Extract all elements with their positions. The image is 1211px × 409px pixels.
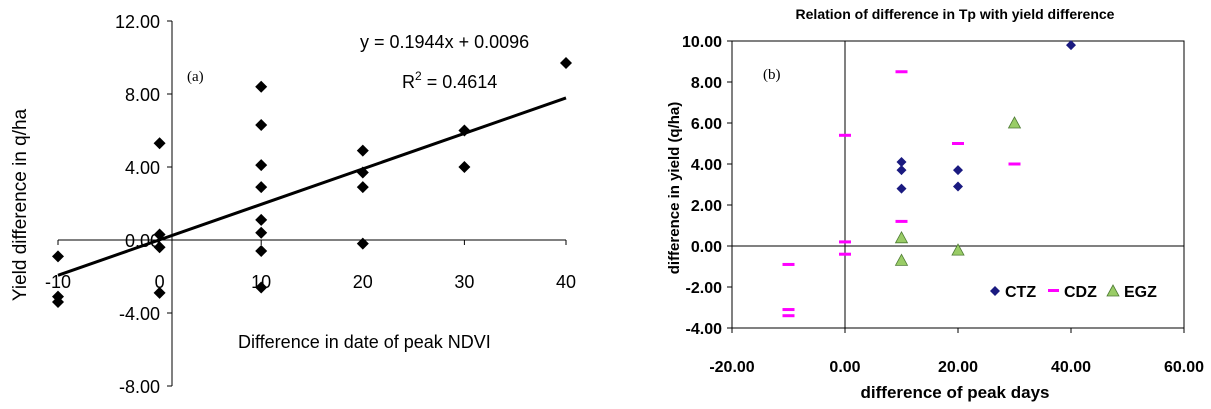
chart-b-point-cdz — [839, 133, 851, 137]
chart-b-y-ticks: -4.00 -2.00 0.00 2.00 4.00 6.00 8.00 10.00 — [682, 34, 732, 338]
chart-a-y-tick-label: -4.00 — [119, 304, 160, 324]
chart-b: Relation of difference in Tp with yield … — [666, 6, 1204, 402]
chart-b-y-tick-label: -4.00 — [686, 321, 723, 338]
chart-b-x-ticks: -20.00 0.00 20.00 40.00 60.00 — [709, 328, 1204, 376]
chart-a-point — [255, 281, 268, 294]
legend-cdz-marker — [1048, 289, 1059, 292]
chart-b-point-ctz — [953, 181, 963, 192]
chart-a-y-tick-label: -8.00 — [119, 377, 160, 397]
chart-a-point — [356, 181, 369, 194]
legend-ctz-marker — [990, 286, 1000, 296]
chart-b-y-tick-label: 8.00 — [691, 75, 722, 92]
chart-b-point-cdz — [839, 240, 851, 244]
chart-b-point-cdz — [895, 219, 908, 223]
chart-a-r2-prefix: R — [402, 72, 415, 92]
chart-a-point — [255, 213, 268, 226]
legend-egz-marker — [1106, 284, 1120, 297]
chart-a-point — [255, 226, 268, 239]
chart-a-point — [255, 80, 268, 93]
chart-b-title: Relation of difference in Tp with yield … — [796, 6, 1115, 22]
chart-b-point-egz — [951, 243, 965, 256]
chart-a-r2-sup: 2 — [415, 69, 422, 83]
chart-b-panel-label: (b) — [763, 67, 781, 83]
chart-a-y-tick-label: 8.00 — [125, 85, 160, 105]
chart-b-y-tick-label: -2.00 — [686, 280, 723, 297]
chart-a-point — [255, 181, 268, 194]
chart-a-equation: y = 0.1944x + 0.0096 — [360, 32, 529, 52]
chart-b-x-tick-label: 40.00 — [1051, 359, 1091, 376]
chart-a-point — [52, 250, 64, 263]
chart-b-y-tick-label: 4.00 — [691, 157, 722, 174]
chart-b-point-ctz — [896, 156, 907, 167]
chart-b-point-egz — [894, 230, 909, 244]
chart-a-point — [560, 56, 572, 69]
chart-a-point — [255, 244, 268, 257]
chart-b-x-tick-label: -20.00 — [709, 359, 754, 376]
chart-b-point-cdz — [782, 262, 795, 266]
chart-a-y-tick-label: 12.00 — [115, 12, 160, 32]
chart-a-point — [255, 119, 268, 132]
chart-a-r2-rest: = 0.4614 — [422, 72, 498, 92]
chart-a-x-tick-label: -10 — [45, 272, 71, 292]
chart-a-point — [356, 237, 369, 250]
chart-a-x-tick-label: 0 — [155, 272, 165, 292]
chart-b-point-cdz — [839, 252, 851, 256]
chart-b-point-cdz — [782, 314, 795, 318]
chart-b-x-tick-label: 20.00 — [938, 359, 978, 376]
chart-b-y-label: difference in yield (q/ha) — [666, 102, 683, 275]
chart-b-point-cdz — [782, 308, 795, 312]
chart-a-x-tick-label: 30 — [454, 272, 474, 292]
chart-a-point — [356, 166, 369, 179]
chart-a-point — [255, 159, 268, 172]
chart-a-r-squared: R2 = 0.4614 — [402, 69, 497, 92]
chart-a-point — [356, 144, 369, 157]
chart-a-point — [458, 124, 471, 137]
chart-b-point-egz — [894, 253, 909, 266]
chart-a-x-tick-label: 40 — [556, 272, 576, 292]
chart-b-y-tick-label: 10.00 — [682, 34, 722, 51]
chart-b-point-ctz — [896, 165, 907, 176]
chart-a-point — [153, 241, 166, 254]
legend-egz-label: EGZ — [1124, 284, 1157, 301]
chart-b-point-cdz — [952, 142, 964, 145]
chart-b-points — [782, 40, 1076, 318]
chart-b-point-cdz — [1008, 162, 1021, 166]
chart-a-points — [52, 56, 572, 309]
chart-a-trend-line — [57, 96, 567, 277]
chart-b-point-ctz — [1066, 40, 1076, 51]
chart-a-point — [458, 161, 471, 173]
chart-b-point-cdz — [895, 70, 908, 74]
chart-a-y-label: Yield difference in q/ha — [10, 108, 31, 301]
chart-b-point-ctz — [953, 165, 963, 176]
chart-b-x-label: difference of peak days — [861, 383, 1050, 402]
legend-ctz-label: CTZ — [1005, 284, 1036, 301]
chart-b-y-tick-label: 6.00 — [691, 116, 722, 133]
chart-b-legend-box — [980, 276, 1180, 306]
chart-b-x-tick-label: 0.00 — [829, 359, 860, 376]
chart-a-y-ticks: -8.00 -4.00 0.00 4.00 8.00 12.00 — [115, 12, 172, 397]
chart-a-point — [52, 296, 64, 309]
chart-b-legend: CTZ CDZ EGZ — [980, 276, 1180, 306]
chart-b-point-ctz — [896, 183, 907, 194]
chart-a-point — [153, 286, 166, 299]
chart-a-y-tick-label: 0.00 — [125, 231, 160, 251]
legend-cdz-label: CDZ — [1064, 284, 1097, 301]
chart-b-x-tick-label: 60.00 — [1164, 359, 1204, 376]
chart-a-x-tick-label: 20 — [353, 272, 373, 292]
chart-b-y-tick-label: 0.00 — [691, 239, 722, 256]
chart-a-panel-label: (a) — [187, 69, 204, 85]
chart-a-x-label: Difference in date of peak NDVI — [238, 332, 491, 352]
chart-b-point-egz — [1007, 116, 1022, 129]
chart-a-point — [153, 137, 166, 150]
chart-a-y-tick-label: 4.00 — [125, 158, 160, 178]
chart-a-point — [153, 228, 166, 241]
chart-a-trendline — [57, 96, 567, 277]
chart-b-y-tick-label: 2.00 — [691, 198, 722, 215]
